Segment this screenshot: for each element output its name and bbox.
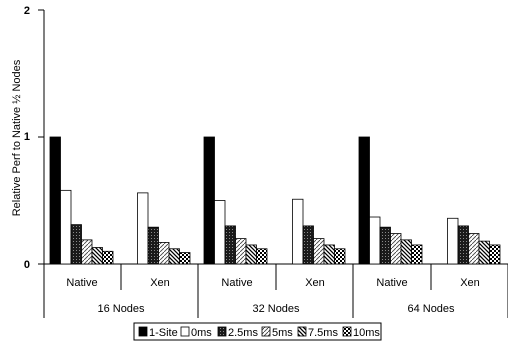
legend-label: 1-Site [149, 327, 178, 339]
legend-swatch [261, 326, 271, 337]
legend-label: 10ms [353, 327, 380, 339]
bar-0ms [447, 217, 459, 265]
subcategory-label: Native [66, 277, 97, 289]
bar-5ms [313, 238, 325, 265]
y-tick-label: 1 [24, 131, 30, 143]
bar-10ms [334, 248, 346, 265]
bar-1-site [203, 136, 215, 265]
y-tick-label: 2 [24, 5, 30, 17]
subcategory-label: Native [376, 277, 407, 289]
legend-swatch [217, 326, 227, 337]
subcategory-label: Xen [305, 277, 325, 289]
bar-2-5ms [302, 225, 314, 265]
legend-swatch [342, 326, 352, 337]
subcategory-label: Native [221, 277, 252, 289]
group-label: 16 Nodes [97, 303, 145, 315]
bar-10ms [489, 244, 501, 265]
group-label: 32 Nodes [252, 303, 300, 315]
bar-0ms [60, 189, 72, 265]
bar-5ms [468, 233, 480, 265]
bar-10ms [179, 252, 191, 265]
bars-layer [49, 136, 501, 265]
bar-5ms [158, 242, 170, 265]
subcategory-label: Xen [150, 277, 170, 289]
legend-swatch [138, 326, 148, 337]
bar-5ms [235, 238, 247, 265]
bar-5ms [390, 233, 402, 265]
group-label: 64 Nodes [407, 303, 455, 315]
bar-7-5ms [400, 239, 412, 265]
bar-10ms [411, 244, 423, 265]
bar-1-site [49, 136, 61, 265]
bar-7-5ms [168, 248, 180, 265]
bar-7-5ms [91, 247, 103, 265]
bar-2-5ms [70, 224, 82, 265]
legend-frame [133, 322, 382, 341]
legend: 1-Site 0ms 2.5ms 5ms 7.5ms 10ms [133, 322, 382, 341]
y-tick-label: 0 [24, 259, 30, 271]
bar-2-5ms [379, 226, 391, 265]
bar-2-5ms [224, 225, 236, 265]
bar-2-5ms [457, 225, 469, 265]
bar-1-site [358, 136, 370, 265]
legend-swatch [297, 326, 307, 337]
bar-10ms [102, 250, 114, 265]
legend-swatch [180, 326, 190, 337]
bar-7-5ms [478, 240, 490, 265]
legend-label: 5ms [272, 327, 293, 339]
bar-5ms [81, 239, 93, 265]
bar-7-5ms [323, 244, 335, 265]
legend-label: 7.5ms [308, 327, 338, 339]
bar-0ms [292, 198, 304, 265]
bar-0ms [137, 192, 149, 265]
legend-label: 0ms [191, 327, 212, 339]
bar-0ms [369, 216, 381, 265]
bar-7-5ms [245, 244, 257, 265]
bar-10ms [256, 248, 268, 265]
subcategory-label: Xen [460, 277, 480, 289]
bar-0ms [214, 200, 226, 265]
bar-2-5ms [147, 226, 159, 265]
y-axis-label: Relative Perf to Native ½ Nodes [11, 59, 23, 216]
legend-label: 2.5ms [228, 327, 258, 339]
